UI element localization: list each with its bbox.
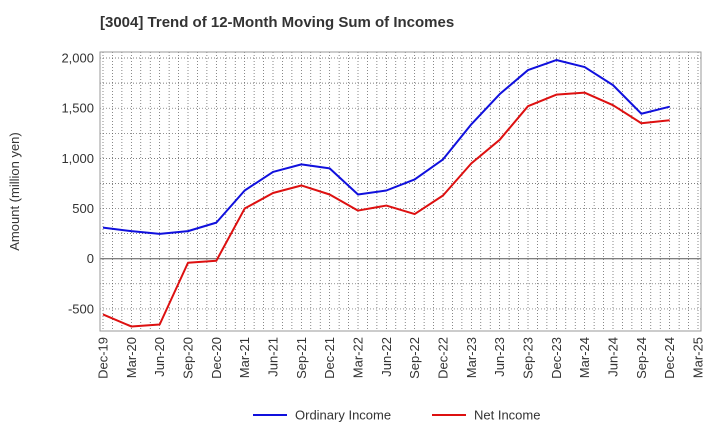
legend-label-net-income: Net Income [474,408,540,423]
plot-frame [99,51,702,332]
x-tick-label: Sep-22 [407,337,422,379]
y-axis-label: Amount (million yen) [7,132,22,251]
y-tick-label: 1,500 [61,101,94,116]
series-line-net-income [102,91,670,328]
y-axis: -500 0 500 1,000 1,500 2,000 [61,51,94,317]
x-tick-label: Mar-23 [464,337,479,378]
legend: Ordinary Income Net Income [253,408,540,423]
x-tick-label: Jun-20 [152,337,167,377]
series-line-ordinary-income [102,59,670,235]
y-tick-label: 1,000 [61,151,94,166]
x-tick-label: Sep-24 [634,337,649,379]
x-tick-label: Mar-24 [577,337,592,378]
x-tick-label: Sep-23 [521,337,536,379]
x-tick-label: Mar-22 [351,337,366,378]
x-tick-label: Sep-21 [294,337,309,379]
x-tick-label: Jun-24 [606,337,621,377]
series-lines [102,59,670,328]
x-tick-label: Jun-22 [379,337,394,377]
chart-title: [3004] Trend of 12-Month Moving Sum of I… [100,14,455,31]
x-tick-label: Dec-23 [549,337,564,379]
x-tick-label: Dec-20 [209,337,224,379]
x-axis: Dec-19 Mar-20 Jun-20 Sep-20 Dec-20 Mar-21 Jun-… [96,337,706,379]
x-tick-label: Mar-21 [237,337,252,378]
y-tick-label: 500 [72,201,94,216]
legend-label-ordinary-income: Ordinary Income [295,408,391,423]
x-tick-label: Dec-24 [662,337,677,379]
y-tick-label: 2,000 [61,51,94,66]
x-tick-label: Sep-20 [181,337,196,379]
x-tick-label: Jun-21 [266,337,281,377]
x-tick-label: Mar-20 [124,337,139,378]
y-tick-label: -500 [68,301,94,316]
y-tick-label: 0 [87,251,94,266]
x-tick-label: Jun-23 [492,337,507,377]
x-tick-label: Dec-22 [436,337,451,379]
x-tick-label: Dec-21 [322,337,337,379]
x-tick-label: Dec-19 [96,337,111,379]
grid [100,52,701,331]
x-tick-label: Mar-25 [691,337,706,378]
